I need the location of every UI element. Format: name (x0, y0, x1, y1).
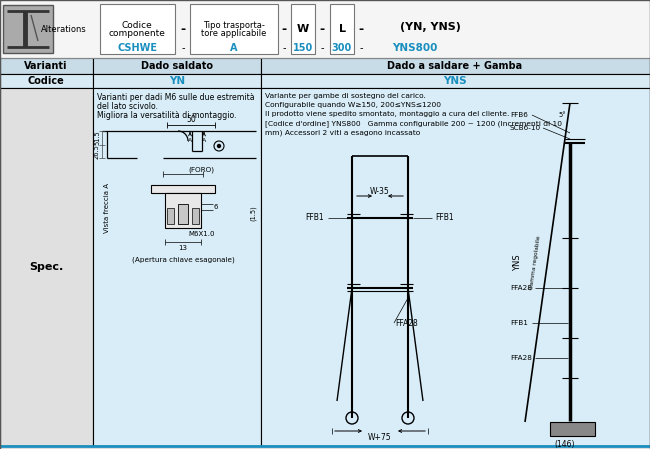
Text: -: - (358, 22, 363, 35)
Text: Tipo trasporta-: Tipo trasporta- (203, 22, 265, 31)
Text: Dado saldato: Dado saldato (141, 61, 213, 71)
Text: componente: componente (109, 30, 166, 39)
Text: 300: 300 (332, 43, 352, 53)
Text: Gamma regolabile: Gamma regolabile (529, 235, 542, 290)
Text: A: A (188, 137, 192, 142)
Bar (550, 422, 595, 436)
Text: W-35: W-35 (370, 186, 390, 195)
Bar (151, 185, 215, 193)
Text: YNS800: YNS800 (393, 43, 437, 53)
Text: Spec.: Spec. (29, 262, 63, 272)
Text: 150: 150 (293, 43, 313, 53)
Text: SCB6-10: SCB6-10 (510, 125, 541, 131)
Text: A: A (230, 43, 238, 53)
Text: (146): (146) (554, 440, 575, 449)
Bar (192, 208, 199, 224)
Text: FFB6: FFB6 (510, 112, 528, 118)
Bar (100, 4, 175, 54)
Text: -: - (359, 43, 363, 53)
Text: L: L (339, 24, 346, 34)
Text: -: - (181, 43, 185, 53)
Text: FFA28: FFA28 (510, 285, 532, 291)
Text: 26.5: 26.5 (94, 145, 100, 159)
Bar (330, 4, 354, 54)
Bar (261, 88, 650, 446)
Text: 50: 50 (186, 115, 196, 124)
Text: mm) Accessori 2 viti a esagono incassato: mm) Accessori 2 viti a esagono incassato (265, 129, 421, 136)
Text: del lato scivolo.: del lato scivolo. (97, 102, 158, 111)
Bar (0, 0, 650, 58)
Text: W+75: W+75 (368, 433, 392, 443)
Bar (93, 88, 261, 446)
Bar (3, 5, 53, 53)
Text: Codice: Codice (27, 76, 64, 86)
Bar (261, 58, 650, 74)
Text: M6X1.0: M6X1.0 (188, 231, 215, 237)
Text: Codice: Codice (122, 22, 152, 31)
Text: A: A (202, 137, 206, 142)
Bar (93, 58, 261, 74)
Bar (190, 4, 278, 54)
Text: 5°: 5° (558, 112, 566, 118)
Text: Varianti: Varianti (24, 61, 68, 71)
Text: -: - (181, 22, 185, 35)
Text: -: - (281, 22, 287, 35)
Text: CSHWE: CSHWE (117, 43, 157, 53)
Text: (1.5): (1.5) (250, 205, 256, 221)
Bar (0, 88, 93, 446)
Bar (165, 193, 201, 228)
Text: (Apertura chiave esagonale): (Apertura chiave esagonale) (131, 257, 235, 263)
Text: YN: YN (169, 76, 185, 86)
Text: Dado a saldare + Gamba: Dado a saldare + Gamba (387, 61, 523, 71)
Text: FFA28: FFA28 (510, 355, 532, 361)
Bar (261, 74, 650, 88)
Text: -: - (319, 22, 324, 35)
Text: Vista freccia A: Vista freccia A (104, 183, 110, 233)
Text: Alterations: Alterations (41, 25, 87, 34)
Circle shape (218, 145, 220, 148)
Text: FFB1: FFB1 (510, 320, 528, 326)
Text: 51.5: 51.5 (94, 131, 100, 145)
Text: (YN, YNS): (YN, YNS) (400, 22, 461, 32)
Text: tore applicabile: tore applicabile (202, 30, 266, 39)
Text: FFB1: FFB1 (306, 214, 324, 223)
Text: -: - (320, 43, 324, 53)
Bar (291, 4, 315, 54)
Text: FFA28: FFA28 (395, 318, 418, 327)
Text: Configurabile quando W≥150, 200≤YNS≤1200: Configurabile quando W≥150, 200≤YNS≤1200 (265, 102, 441, 108)
Text: Il prodotto viene spedito smontato, montaggio a cura del cliente.: Il prodotto viene spedito smontato, mont… (265, 111, 510, 117)
Bar (167, 208, 174, 224)
Text: [Codice d'ordine] YNS800   Gamma configurabile 200 ~ 1200 (Incrementi di 10: [Codice d'ordine] YNS800 Gamma configura… (265, 120, 562, 127)
Bar (0, 74, 93, 88)
Text: 6: 6 (213, 204, 218, 210)
Text: 13: 13 (179, 245, 187, 251)
Text: Migliora la versatilità di montaggio.: Migliora la versatilità di montaggio. (97, 111, 237, 120)
Text: YNS: YNS (514, 255, 523, 271)
Text: Varianti per dadi M6 sulle due estremità: Varianti per dadi M6 sulle due estremità (97, 93, 255, 102)
Text: YNS: YNS (443, 76, 467, 86)
Bar (178, 204, 188, 224)
Text: -: - (282, 43, 286, 53)
Bar (0, 58, 93, 74)
Bar (93, 74, 261, 88)
Text: Variante per gambe di sostegno del carico.: Variante per gambe di sostegno del caric… (265, 93, 426, 99)
Text: FFB1: FFB1 (436, 214, 454, 223)
Text: W: W (297, 24, 309, 34)
Text: (FORO): (FORO) (188, 167, 214, 173)
